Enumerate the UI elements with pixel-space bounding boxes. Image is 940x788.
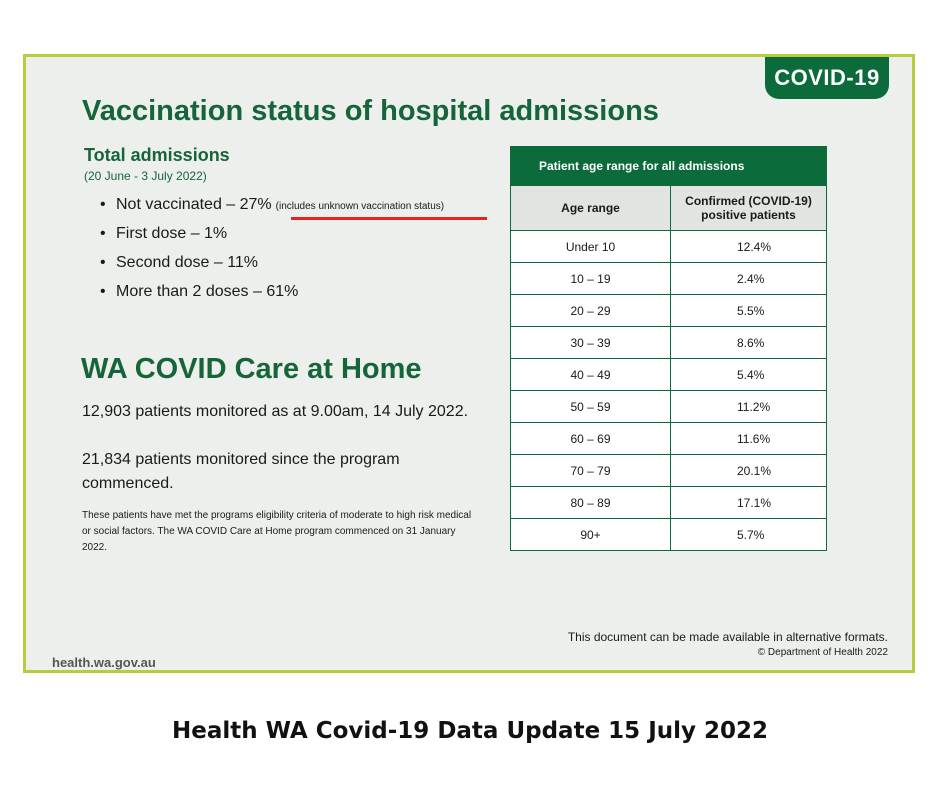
table-row: Under 10 12.4% (510, 230, 827, 263)
unknown-status-note: (includes unknown vaccination status) (275, 201, 445, 212)
table-row: 70 – 79 20.1% (510, 454, 827, 487)
age-cell: 80 – 89 (510, 486, 671, 519)
patients-since-start-text: 21,834 patients monitored since the prog… (82, 451, 400, 492)
alt-formats-note: This document can be made available in a… (567, 630, 888, 644)
list-item: • Not vaccinated – 27% (includes unknown v… (100, 196, 445, 213)
red-underline (291, 217, 487, 220)
list-item: • More than 2 doses – 61% (100, 283, 299, 300)
pct-cell: 5.5% (670, 294, 827, 327)
table-caption: Patient age range for all admissions (510, 146, 827, 186)
pct-cell: 5.7% (670, 518, 827, 551)
care-at-home-heading: WA COVID Care at Home (81, 353, 422, 385)
table-row: 10 – 19 2.4% (510, 262, 827, 295)
site-url: health.wa.gov.au (52, 655, 156, 670)
table-row: 60 – 69 11.6% (510, 422, 827, 455)
age-cell: 90+ (510, 518, 671, 551)
patients-monitored-text: 12,903 patients monitored as at 9.00am, … (82, 403, 469, 420)
table-row: 80 – 89 17.1% (510, 486, 827, 519)
total-admissions-heading: Total admissions (84, 145, 230, 165)
eligibility-note: These patients have met the programs eli… (82, 510, 472, 553)
table-row: 40 – 49 5.4% (510, 358, 827, 391)
list-item: • First dose – 1% (100, 225, 228, 242)
copyright: © Department of Health 2022 (757, 647, 888, 658)
table-row: 30 – 39 8.6% (510, 326, 827, 359)
pct-cell: 11.6% (670, 422, 827, 455)
total-admissions-date: (20 June - 3 July 2022) (84, 169, 207, 183)
page-title: Vaccination status of hospital admission… (82, 95, 659, 127)
table-row: 90+ 5.7% (510, 518, 827, 551)
column-header-positive: Confirmed (COVID-19) positive patients (670, 185, 827, 231)
covid-badge: COVID-19 (765, 57, 889, 99)
list-item: • Second dose – 11% (100, 254, 259, 271)
age-cell: 50 – 59 (510, 390, 671, 423)
age-cell: 10 – 19 (510, 262, 671, 295)
slide: COVID-19 Vaccination status of hospital … (23, 54, 915, 673)
column-header-age: Age range (510, 185, 671, 231)
pct-cell: 2.4% (670, 262, 827, 295)
age-cell: Under 10 (510, 230, 671, 263)
age-range-table: Patient age range for all admissions Age… (510, 146, 827, 551)
table-row: 20 – 29 5.5% (510, 294, 827, 327)
pct-cell: 20.1% (670, 454, 827, 487)
pct-cell: 12.4% (670, 230, 827, 263)
age-cell: 40 – 49 (510, 358, 671, 391)
vaccination-list: • Not vaccinated – 27% (includes unknown v… (100, 193, 444, 309)
age-cell: 60 – 69 (510, 422, 671, 455)
pct-cell: 5.4% (670, 358, 827, 391)
pct-cell: 17.1% (670, 486, 827, 519)
pct-cell: 11.2% (670, 390, 827, 423)
age-cell: 70 – 79 (510, 454, 671, 487)
table-row: 50 – 59 11.2% (510, 390, 827, 423)
age-cell: 20 – 29 (510, 294, 671, 327)
pct-cell: 8.6% (670, 326, 827, 359)
age-cell: 30 – 39 (510, 326, 671, 359)
image-caption: Health WA Covid-19 Data Update 15 July 2… (171, 718, 769, 744)
